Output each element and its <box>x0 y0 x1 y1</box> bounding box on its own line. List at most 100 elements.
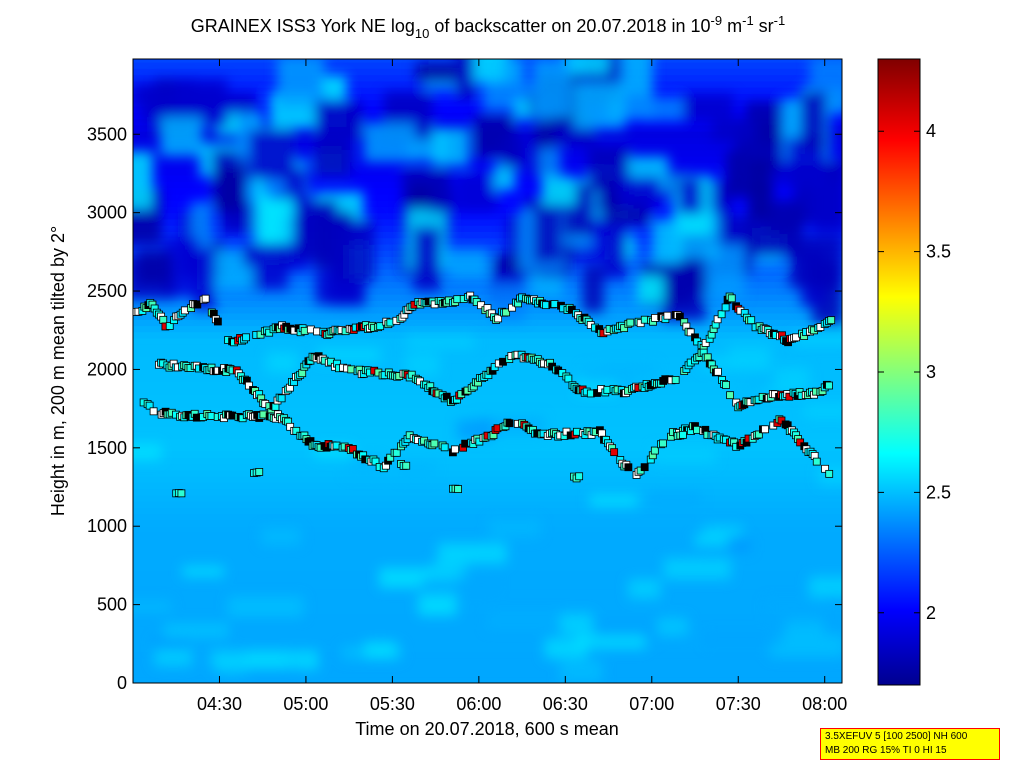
heatmap-band <box>133 538 842 546</box>
layer-marker <box>292 426 301 435</box>
y-tick-label: 3000 <box>87 203 127 223</box>
heatmap-patch <box>501 59 525 84</box>
heatmap-patch <box>563 59 610 75</box>
y-tick-label: 2000 <box>87 359 127 379</box>
heatmap-field <box>133 59 842 683</box>
heatmap-patch <box>455 59 476 100</box>
heatmap-patch <box>163 622 229 639</box>
heatmap-band <box>133 519 842 527</box>
heatmap-band <box>133 400 842 408</box>
heatmap-patch <box>657 617 689 636</box>
heatmap-patch <box>182 565 224 577</box>
heatmap-patch <box>502 135 526 169</box>
heatmap-patch <box>160 116 203 157</box>
heatmap-patch <box>456 174 498 212</box>
heatmap-patch <box>765 599 821 616</box>
heatmap-band <box>133 438 842 446</box>
heatmap-band <box>133 476 842 483</box>
heatmap-patch <box>703 525 743 536</box>
layer-marker <box>505 419 514 428</box>
heatmap-patch <box>154 648 193 667</box>
colorbar-tick-label: 2.5 <box>926 482 951 502</box>
heatmap-band <box>133 488 842 496</box>
heatmap-patch <box>406 335 475 350</box>
heatmap-patch <box>432 127 470 166</box>
layer-marker <box>713 367 722 376</box>
x-tick-label: 08:00 <box>802 694 847 714</box>
heatmap-band <box>133 363 842 370</box>
heatmap-patch <box>663 557 731 580</box>
heatmap-patch <box>537 147 561 177</box>
aerosol-layer-markers <box>133 291 836 498</box>
info-line-2: MB 200 RG 15% TI 0 HI 15 <box>825 745 947 756</box>
heatmap-patch <box>804 404 842 419</box>
x-tick-label: 07:30 <box>716 694 761 714</box>
x-axis-label: Time on 20.07.2018, 600 s mean <box>355 719 619 739</box>
heatmap-patch <box>227 596 304 618</box>
heatmap-patch <box>534 198 562 263</box>
heatmap-band <box>133 639 842 646</box>
heatmap-patch <box>418 594 457 616</box>
heatmap-patch <box>677 177 702 214</box>
layer-marker <box>825 469 834 478</box>
heatmap-band <box>133 463 842 471</box>
heatmap-patch <box>488 519 541 538</box>
layer-marker <box>386 453 395 462</box>
layer-marker <box>440 443 449 452</box>
layer-marker <box>754 430 763 439</box>
heatmap-patch <box>266 352 299 374</box>
heatmap-band <box>133 394 842 402</box>
colorbar-axis: 2 2.5 3 3.5 4 <box>878 121 951 623</box>
heatmap-band <box>133 601 842 609</box>
heatmap-band <box>133 676 842 683</box>
heatmap-patch <box>638 276 664 304</box>
heatmap-band <box>133 168 842 176</box>
layer-marker <box>620 324 629 333</box>
heatmap-patch <box>405 354 439 376</box>
layer-marker <box>747 316 756 325</box>
layer-marker <box>575 472 584 481</box>
heatmap-band <box>133 501 842 508</box>
heatmap-patch <box>785 620 824 637</box>
heatmap-patch <box>582 367 637 386</box>
heatmap-band <box>133 231 842 239</box>
info-line-1: 3.5XEFUV 5 [100 2500] NH 600 <box>825 731 968 742</box>
heatmap-patch <box>215 166 245 213</box>
heatmap-band <box>133 381 842 389</box>
layer-marker <box>277 394 286 403</box>
heatmap-patch <box>473 59 510 83</box>
layer-marker <box>348 445 357 453</box>
heatmap-patch <box>532 59 572 118</box>
layer-marker <box>508 303 517 312</box>
layer-marker <box>193 300 202 309</box>
heatmap-band <box>133 237 842 245</box>
heatmap-band <box>133 331 842 339</box>
heatmap-band <box>133 507 842 515</box>
heatmap-band <box>133 645 842 653</box>
heatmap-band <box>133 657 842 665</box>
layer-marker <box>812 457 821 466</box>
y-axis: 0 500 1000 1500 2000 2500 3000 3500 <box>87 124 842 693</box>
heatmap-patch <box>261 528 301 546</box>
colorbar-tick-label: 2 <box>926 603 936 623</box>
heatmap-band <box>133 563 842 571</box>
layer-marker <box>663 311 672 320</box>
layer-marker <box>564 374 573 383</box>
x-tick-label: 06:30 <box>543 694 588 714</box>
heatmap-patch <box>133 600 171 613</box>
heatmap-patch <box>575 634 646 650</box>
layer-marker <box>717 310 726 319</box>
heatmap-patch <box>363 122 415 163</box>
heatmap-band <box>133 294 842 301</box>
heatmap-band <box>133 526 842 533</box>
heatmap-patch <box>652 447 716 465</box>
x-tick-label: 06:00 <box>456 694 501 714</box>
heatmap-patch <box>769 634 842 658</box>
heatmap-patch <box>774 367 810 392</box>
heatmap-band <box>133 444 842 452</box>
layer-marker <box>701 339 710 347</box>
layer-marker <box>376 322 385 331</box>
layer-marker <box>675 312 684 321</box>
heatmap-patch <box>242 243 294 266</box>
heatmap-band <box>133 388 842 396</box>
